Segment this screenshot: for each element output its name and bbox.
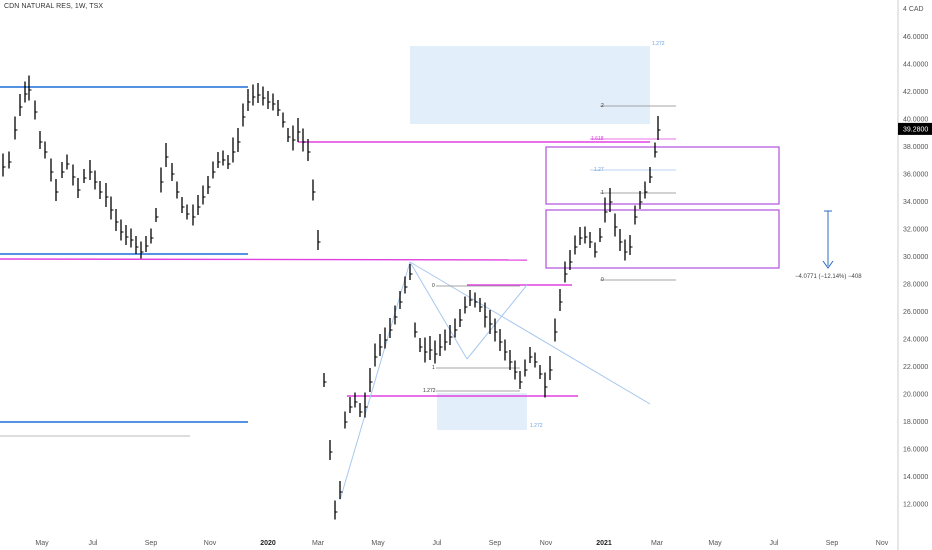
time-tick-label: Mar bbox=[651, 540, 664, 547]
price-axis: 4 CAD 46.0000 44.0000 42.0000 40.0000 38.0000… bbox=[898, 6, 932, 509]
resistance-box-lower bbox=[545, 209, 780, 269]
time-tick-label: 2021 bbox=[596, 540, 612, 547]
annotations: 1.272 2 1.618 1.27 1 0 0 1 1.272 1.272 −4.0771 (−1… bbox=[423, 41, 862, 429]
level-lines bbox=[0, 86, 676, 501]
price-tick-label: 30.0000 bbox=[903, 254, 928, 261]
price-tick-label: 16.0000 bbox=[903, 447, 928, 454]
time-tick-label: 2020 bbox=[260, 540, 276, 547]
time-tick-label: Mar bbox=[312, 540, 325, 547]
measure-arrow-head bbox=[822, 260, 834, 269]
time-tick-label: Nov bbox=[876, 540, 889, 547]
fib-label: 1 bbox=[601, 190, 604, 196]
currency-label: 4 CAD bbox=[903, 6, 924, 13]
time-axis: May Jul Sep Nov 2020 Mar May Jul Sep Nov 2021 Mar Ma… bbox=[35, 540, 888, 547]
price-bars bbox=[2, 75, 661, 520]
time-tick-label: Jul bbox=[89, 540, 98, 547]
fib-label: 1.272 bbox=[423, 388, 436, 394]
price-tick-label: 46.0000 bbox=[903, 34, 928, 41]
price-tick-label: 34.0000 bbox=[903, 199, 928, 206]
last-price-badge bbox=[898, 122, 932, 135]
fib-label: 2 bbox=[601, 103, 604, 109]
time-tick-label: May bbox=[371, 540, 385, 547]
fib-leg-line bbox=[409, 261, 468, 360]
fib-label: 1.272 bbox=[652, 41, 665, 47]
price-tick-label: 28.0000 bbox=[903, 282, 928, 289]
price-tick-label: 32.0000 bbox=[903, 227, 928, 234]
time-tick-label: May bbox=[35, 540, 49, 547]
price-tick-label: 40.0000 bbox=[903, 117, 928, 124]
last-price-label: 39.2800 bbox=[903, 126, 928, 133]
fib-label: 0 bbox=[432, 283, 435, 289]
time-tick-label: Sep bbox=[489, 540, 502, 547]
trend-line bbox=[409, 261, 651, 405]
time-tick-label: Sep bbox=[826, 540, 839, 547]
highlight-boxes bbox=[410, 46, 780, 430]
fib-target-zone-lower bbox=[437, 393, 527, 430]
price-tick-label: 12.0000 bbox=[903, 502, 928, 509]
price-tick-label: 26.0000 bbox=[903, 309, 928, 316]
price-tick-label: 44.0000 bbox=[903, 62, 928, 69]
time-tick-label: Sep bbox=[145, 540, 158, 547]
chart-title: CDN NATURAL RES, 1W, TSX bbox=[4, 3, 104, 10]
time-tick-label: Jul bbox=[433, 540, 442, 547]
price-tick-label: 22.0000 bbox=[903, 364, 928, 371]
fib-label: 1.272 bbox=[530, 423, 543, 429]
fib-leg-line bbox=[466, 284, 528, 360]
price-tick-label: 36.0000 bbox=[903, 172, 928, 179]
price-tick-label: 24.0000 bbox=[903, 337, 928, 344]
resistance-box-upper bbox=[545, 146, 780, 205]
price-tick-label: 14.0000 bbox=[903, 474, 928, 481]
time-tick-label: May bbox=[708, 540, 722, 547]
fib-target-zone-upper bbox=[410, 46, 650, 124]
fib-label: 1 bbox=[432, 365, 435, 371]
fib-label: 1.27 bbox=[594, 167, 604, 173]
time-tick-label: Nov bbox=[204, 540, 217, 547]
fib-label: 0 bbox=[601, 277, 604, 283]
price-tick-label: 42.0000 bbox=[903, 89, 928, 96]
fib-label: 1.618 bbox=[591, 136, 604, 142]
time-tick-label: Jul bbox=[770, 540, 779, 547]
price-tick-label: 18.0000 bbox=[903, 419, 928, 426]
fib-leg-line bbox=[339, 261, 411, 501]
measure-label: −4.0771 (−12.14%) −408 bbox=[795, 274, 862, 280]
price-tick-label: 38.0000 bbox=[903, 144, 928, 151]
time-tick-label: Nov bbox=[540, 540, 553, 547]
magenta-level-line bbox=[0, 258, 528, 261]
price-tick-label: 20.0000 bbox=[903, 392, 928, 399]
